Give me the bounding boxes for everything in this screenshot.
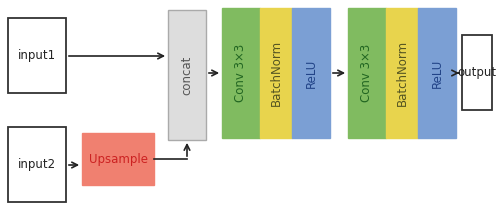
Bar xyxy=(462,35,492,110)
Bar xyxy=(418,8,456,138)
Text: concat: concat xyxy=(180,55,194,95)
Text: BatchNorm: BatchNorm xyxy=(270,40,282,106)
Bar xyxy=(386,8,418,138)
Bar xyxy=(168,10,206,140)
Bar xyxy=(260,8,292,138)
Bar xyxy=(82,133,154,185)
Text: ReLU: ReLU xyxy=(304,58,318,88)
Text: input2: input2 xyxy=(18,158,56,171)
Text: BatchNorm: BatchNorm xyxy=(396,40,408,106)
Bar xyxy=(292,8,330,138)
Bar xyxy=(348,8,386,138)
Text: output: output xyxy=(458,66,496,79)
Text: ReLU: ReLU xyxy=(430,58,444,88)
Bar xyxy=(8,127,66,202)
Text: Conv 3×3: Conv 3×3 xyxy=(234,44,248,102)
Bar xyxy=(222,8,260,138)
Text: input1: input1 xyxy=(18,49,56,62)
Bar xyxy=(8,18,66,93)
Text: Conv 3×3: Conv 3×3 xyxy=(360,44,374,102)
Text: Upsample: Upsample xyxy=(88,152,148,165)
